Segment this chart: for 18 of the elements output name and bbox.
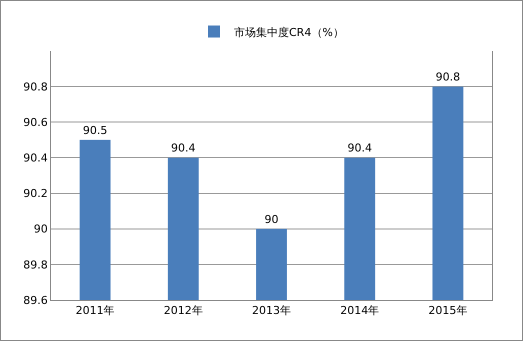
x-tick-label: 2015年 bbox=[428, 304, 468, 318]
x-tick-label: 2011年 bbox=[76, 304, 115, 318]
data-label: 90 bbox=[264, 212, 278, 226]
y-tick-label: 89.8 bbox=[23, 258, 48, 272]
y-tick-label: 90.4 bbox=[23, 152, 48, 165]
legend-label: 市场集中度CR4（%） bbox=[234, 26, 344, 39]
data-label: 90.4 bbox=[171, 142, 196, 155]
y-tick-label: 90.2 bbox=[23, 187, 48, 200]
y-tick-label: 90 bbox=[34, 222, 48, 236]
x-tick-label: 2013年 bbox=[252, 304, 291, 318]
y-tick-label: 90.6 bbox=[23, 116, 48, 129]
x-tick-label: 2012年 bbox=[164, 304, 203, 318]
data-label: 90.8 bbox=[436, 70, 460, 84]
data-label: 90.5 bbox=[82, 124, 108, 137]
x-tick-label: 2014年 bbox=[340, 304, 380, 318]
data-label: 90.4 bbox=[347, 142, 372, 155]
y-tick-label: 90.8 bbox=[23, 80, 48, 94]
y-tick-label: 89.6 bbox=[23, 294, 48, 307]
